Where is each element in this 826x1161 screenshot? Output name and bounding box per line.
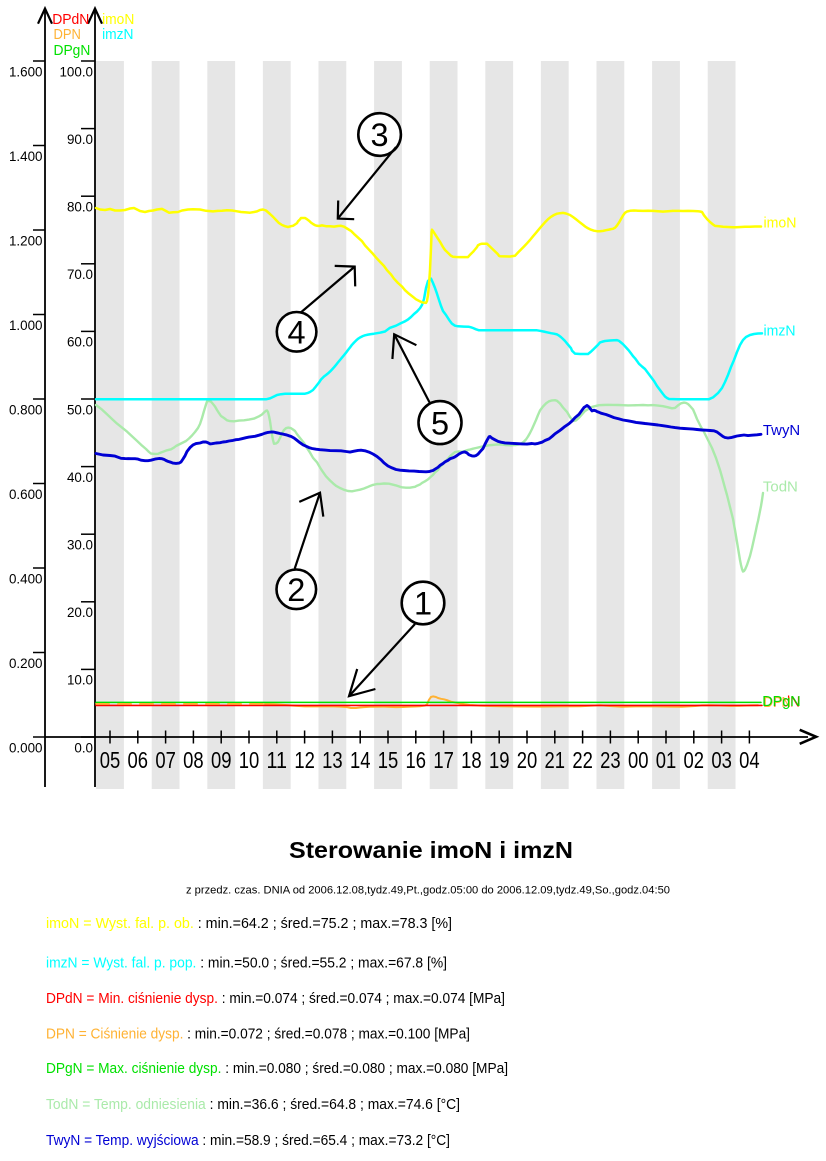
svg-text:imoN: imoN <box>764 216 797 232</box>
svg-text:19: 19 <box>489 747 510 773</box>
svg-text:03: 03 <box>711 747 732 773</box>
svg-text:0.800: 0.800 <box>9 402 43 417</box>
svg-text:1.200: 1.200 <box>9 233 43 248</box>
svg-text:15: 15 <box>378 747 399 773</box>
svg-text:05: 05 <box>100 747 121 773</box>
svg-text:DPgN = Max. ciśnienie dysp. :: DPgN = Max. ciśnienie dysp. : min.=0.080… <box>46 1061 508 1077</box>
svg-text:4: 4 <box>288 315 306 351</box>
svg-text:40.0: 40.0 <box>67 470 93 485</box>
svg-text:5: 5 <box>431 405 449 441</box>
svg-text:80.0: 80.0 <box>67 200 93 215</box>
svg-text:70.0: 70.0 <box>67 267 93 282</box>
svg-text:imoN = Wyst. fal. p. ob. : min: imoN = Wyst. fal. p. ob. : min.=64.2 ; ś… <box>46 916 452 932</box>
svg-text:20: 20 <box>517 747 538 773</box>
svg-text:TodN: TodN <box>763 479 798 495</box>
svg-text:14: 14 <box>350 747 371 773</box>
svg-text:18: 18 <box>461 747 482 773</box>
svg-text:04: 04 <box>739 747 760 773</box>
svg-text:01: 01 <box>656 747 677 773</box>
svg-text:DPgN: DPgN <box>54 43 91 59</box>
svg-text:08: 08 <box>183 747 204 773</box>
svg-text:60.0: 60.0 <box>67 335 93 350</box>
svg-text:0.400: 0.400 <box>9 571 43 586</box>
svg-text:50.0: 50.0 <box>67 402 93 417</box>
svg-text:16: 16 <box>406 747 427 773</box>
svg-text:1: 1 <box>414 586 432 622</box>
svg-text:Sterowanie imoN i imzN: Sterowanie imoN i imzN <box>289 837 573 863</box>
svg-text:00: 00 <box>628 747 649 773</box>
svg-text:09: 09 <box>211 747 232 773</box>
svg-text:21: 21 <box>545 747 566 773</box>
svg-text:11: 11 <box>267 747 288 773</box>
svg-text:0.0: 0.0 <box>74 740 93 755</box>
svg-text:1.000: 1.000 <box>9 318 43 333</box>
svg-text:90.0: 90.0 <box>67 132 93 147</box>
svg-text:z przedz. czas. DNIA od 2006.1: z przedz. czas. DNIA od 2006.12.08,tydz.… <box>186 885 670 897</box>
svg-text:22: 22 <box>572 747 593 773</box>
svg-text:TwyN = Temp. wyjściowa : min.=: TwyN = Temp. wyjściowa : min.=58.9 ; śre… <box>46 1133 450 1149</box>
svg-text:DPN: DPN <box>764 695 791 711</box>
svg-text:DPdN: DPdN <box>52 12 89 28</box>
svg-text:0.600: 0.600 <box>9 487 43 502</box>
svg-text:10.0: 10.0 <box>67 673 93 688</box>
svg-text:2: 2 <box>287 572 305 608</box>
svg-text:02: 02 <box>684 747 705 773</box>
svg-text:DPdN = Min. ciśnienie dysp. :: DPdN = Min. ciśnienie dysp. : min.=0.074… <box>46 991 505 1007</box>
svg-text:17: 17 <box>433 747 454 773</box>
svg-text:1.400: 1.400 <box>9 149 43 164</box>
svg-text:12: 12 <box>294 747 315 773</box>
svg-text:0.000: 0.000 <box>9 740 43 755</box>
svg-text:DPN = Ciśnienie dysp. : min.=0: DPN = Ciśnienie dysp. : min.=0.072 ; śre… <box>46 1027 470 1043</box>
svg-text:TodN = Temp. odniesienia : min: TodN = Temp. odniesienia : min.=36.6 ; ś… <box>46 1097 460 1113</box>
svg-text:30.0: 30.0 <box>67 538 93 553</box>
svg-text:1.600: 1.600 <box>9 64 43 79</box>
svg-text:3: 3 <box>371 117 389 153</box>
svg-text:imzN = Wyst. fal. p. pop. : mi: imzN = Wyst. fal. p. pop. : min.=50.0 ; … <box>46 956 447 972</box>
svg-text:10: 10 <box>239 747 260 773</box>
svg-text:DPN: DPN <box>54 27 81 43</box>
svg-text:imzN: imzN <box>102 27 133 43</box>
svg-text:imzN: imzN <box>764 324 796 340</box>
svg-text:imoN: imoN <box>102 12 134 28</box>
svg-text:DPdN: DPdN <box>763 695 800 711</box>
svg-text:100.0: 100.0 <box>59 64 93 79</box>
svg-text:06: 06 <box>128 747 149 773</box>
svg-text:20.0: 20.0 <box>67 605 93 620</box>
svg-text:DPgN: DPgN <box>762 694 801 710</box>
svg-text:07: 07 <box>155 747 176 773</box>
svg-text:23: 23 <box>600 747 621 773</box>
svg-text:TwyN: TwyN <box>763 423 800 439</box>
svg-text:0.200: 0.200 <box>9 656 43 671</box>
svg-text:13: 13 <box>322 747 343 773</box>
